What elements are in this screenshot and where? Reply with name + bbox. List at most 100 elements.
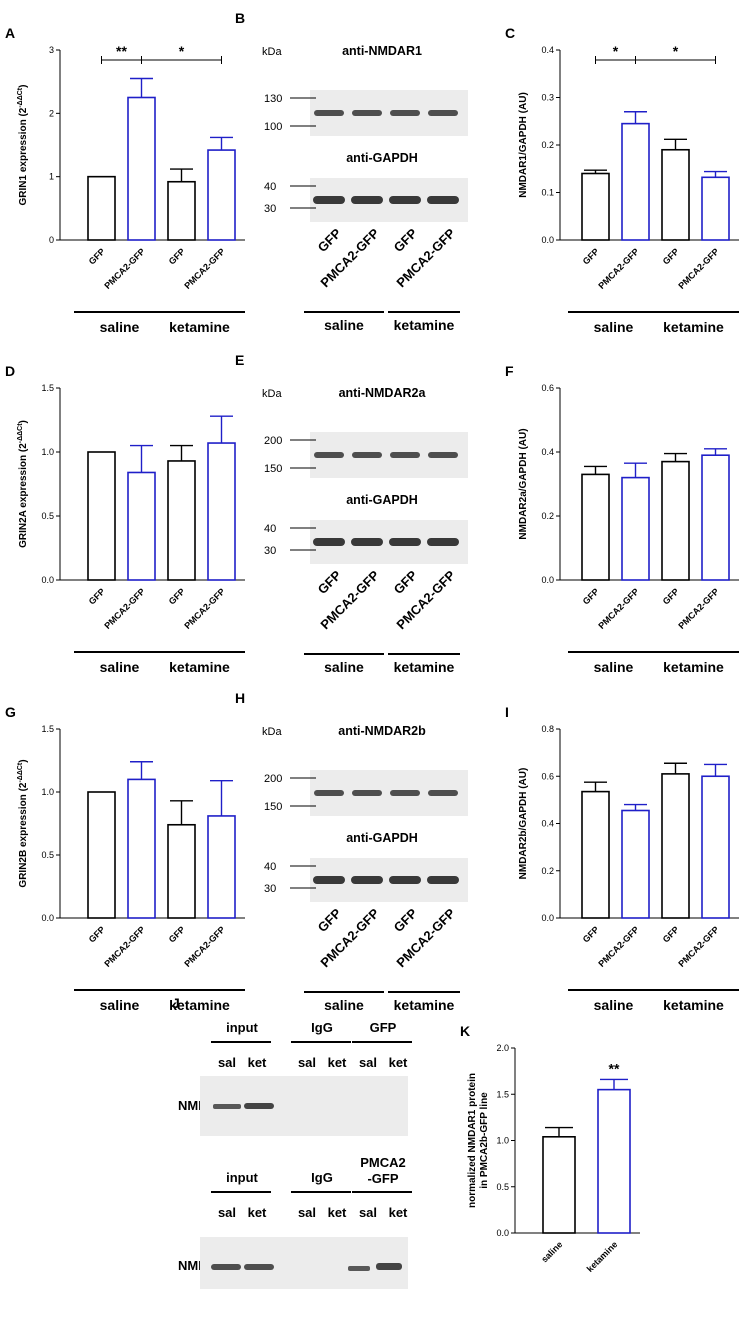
marker-bottom-e-1: 30	[264, 545, 276, 557]
band-top-b-3	[428, 110, 458, 116]
marker-top-b-0: 130	[264, 93, 282, 105]
y-axis-label-close: )	[18, 420, 29, 423]
y-tick-label-k: 2.0	[496, 1043, 509, 1053]
category-label-f-1: PMCA2-GFP	[596, 586, 641, 631]
bar-c-0	[581, 172, 610, 241]
band-top-b-2	[390, 110, 420, 116]
antibody-title-bottom-h: anti-GAPDH	[346, 831, 418, 845]
band-bottom-h-0	[313, 876, 345, 884]
category-label-g-0: GFP	[87, 924, 107, 944]
y-axis-label-text: GRIN1 expression (2	[18, 107, 29, 205]
bar-c-3	[701, 176, 730, 241]
bar-i-2	[661, 773, 690, 919]
significance-label-a-0: **	[116, 43, 127, 59]
marker-top-h-1: 150	[264, 801, 282, 813]
group-label-d-1: ketamine	[169, 659, 230, 675]
panel-label-a: A	[5, 25, 15, 41]
group-label-a-0: saline	[100, 319, 140, 335]
bar-g-0	[87, 791, 116, 919]
y-axis-label-sup: -ΔΔCt	[17, 762, 24, 782]
group-label-c-1: ketamine	[663, 319, 724, 335]
category-label-c-1: PMCA2-GFP	[596, 246, 641, 291]
bar-g-1	[127, 778, 156, 919]
y-tick-label-f: 0.6	[541, 383, 554, 393]
band-top-h-2	[390, 790, 420, 796]
antibody-title-top-b: anti-NMDAR1	[342, 44, 422, 58]
lane-label-b-2: GFP	[391, 225, 421, 255]
y-axis-label-text: NMDAR2b/GAPDH (AU)	[518, 768, 529, 880]
category-label-d-2: GFP	[167, 586, 187, 606]
y-axis-label-a: GRIN1 expression (2-ΔΔCt)	[17, 85, 29, 206]
coip-j: JinputsalketIgGsalketGFPsalketNMDAR1inpu…	[172, 995, 412, 1289]
marker-top-h-0: 200	[264, 773, 282, 785]
y-tick-label-k: 1.5	[496, 1089, 509, 1099]
band-bottom-e-1	[351, 538, 383, 546]
y-axis-label-g: GRIN2B expression (2-ΔΔCt)	[17, 759, 29, 887]
y-axis-label-close: )	[18, 759, 29, 762]
coip-band-bottom-3	[376, 1263, 402, 1270]
coip-band-top-1	[244, 1103, 274, 1109]
category-label-c-0: GFP	[581, 246, 601, 266]
marker-top-e-1: 150	[264, 463, 282, 475]
group-label-i-0: saline	[594, 997, 634, 1013]
y-tick-label-c: 0.4	[541, 45, 554, 55]
band-bottom-e-3	[427, 538, 459, 546]
group-label-g-0: saline	[100, 997, 140, 1013]
category-label-g-2: GFP	[167, 924, 187, 944]
y-tick-label-i: 0.0	[541, 913, 554, 923]
y-tick-label-c: 0.3	[541, 93, 554, 103]
coip-bottom-lane-2-1: ket	[389, 1205, 408, 1220]
band-bottom-e-2	[389, 538, 421, 546]
bar-i-1	[621, 809, 650, 919]
y-tick-label-f: 0.4	[541, 447, 554, 457]
coip-bottom-group-3: -GFP	[367, 1171, 398, 1186]
panel-label-h: H	[235, 690, 245, 706]
band-top-e-3	[428, 452, 458, 458]
y-axis-label-i: NMDAR2b/GAPDH (AU)	[518, 768, 529, 880]
y-axis-label-k: normalized NMDAR1 protein	[467, 1073, 478, 1208]
lane-label-e-2: GFP	[391, 567, 421, 597]
group-label-g-1: ketamine	[169, 997, 230, 1013]
band-top-b-0	[314, 110, 344, 116]
bar-f-3	[701, 454, 730, 581]
y-tick-label-i: 0.8	[541, 724, 554, 734]
panel-label-i: I	[505, 704, 509, 720]
band-top-b-1	[352, 110, 382, 116]
bar-f-1	[621, 476, 650, 581]
blot-group-label-b-1: ketamine	[394, 317, 455, 333]
category-label-a-1: PMCA2-GFP	[102, 246, 147, 291]
bar-c-2	[661, 148, 690, 241]
coip-bottom-lane-0-1: ket	[248, 1205, 267, 1220]
bar-k-1	[597, 1088, 631, 1234]
band-bottom-e-0	[313, 538, 345, 546]
panel-label-g: G	[5, 704, 16, 720]
category-label-d-0: GFP	[87, 586, 107, 606]
chart-k: K 0.0 0.5 1.0 1.5 2.0 normalized NMDAR1 protei…	[460, 1023, 640, 1274]
bar-f-0	[581, 473, 610, 581]
bar-g-2	[167, 823, 196, 919]
kda-label-e: kDa	[262, 388, 282, 400]
bar-c-1	[621, 122, 650, 241]
category-label-f-2: GFP	[661, 586, 681, 606]
category-label-a-0: GFP	[87, 246, 107, 266]
bar-d-3	[207, 442, 236, 581]
y-tick-label-i: 0.6	[541, 771, 554, 781]
band-top-h-0	[314, 790, 344, 796]
bar-a-3	[207, 149, 236, 241]
band-top-e-2	[390, 452, 420, 458]
lane-label-h-2: GFP	[391, 905, 421, 935]
coip-band-bottom-1	[244, 1264, 274, 1270]
band-bottom-b-0	[313, 196, 345, 204]
band-bottom-b-1	[351, 196, 383, 204]
coip-top-lane-0-0: sal	[218, 1055, 236, 1070]
y-axis-label-c: NMDAR1/GAPDH (AU)	[518, 92, 529, 198]
coip-top-group-1: IgG	[311, 1020, 333, 1035]
lane-label-e-0: GFP	[315, 567, 345, 597]
coip-top-group-0: input	[226, 1020, 258, 1035]
blot-group-label-e-1: ketamine	[394, 659, 455, 675]
coip-bottom-lane-2-0: sal	[359, 1205, 377, 1220]
